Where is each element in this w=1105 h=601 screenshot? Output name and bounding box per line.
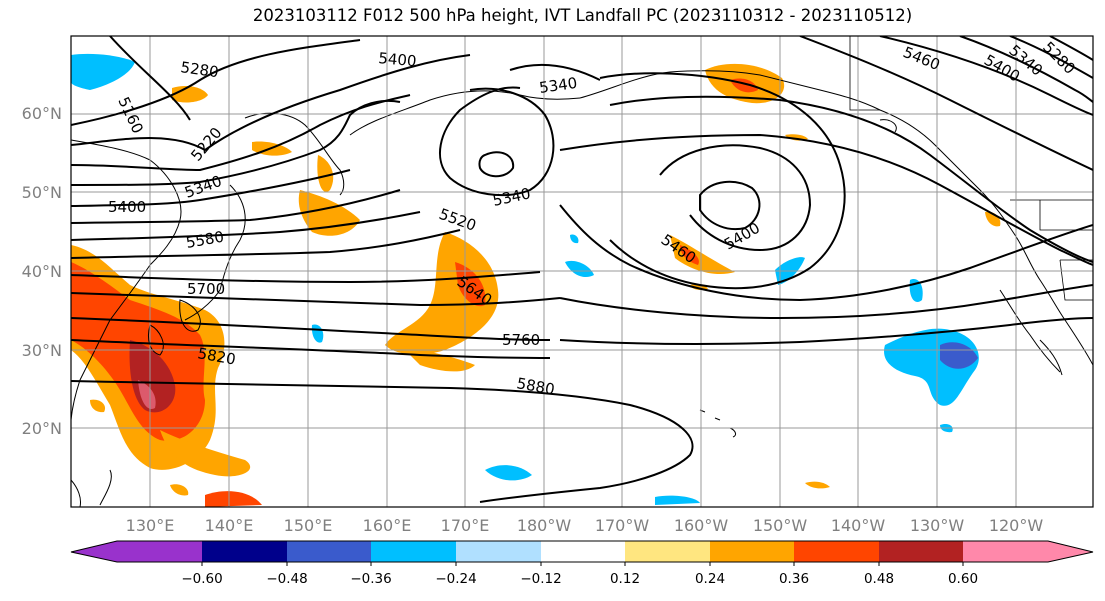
colorbar-tick-label: −0.24 — [435, 571, 476, 587]
lon-label-120w: 120°W — [989, 516, 1044, 535]
ivt-negative-shading — [71, 53, 979, 505]
colorbar-segment — [794, 541, 879, 562]
lat-label-40n: 40°N — [22, 262, 62, 281]
colorbar-tick-label: −0.48 — [266, 571, 307, 587]
height-contours — [71, 36, 1093, 503]
colorbar-segment — [456, 541, 541, 562]
contour-label: 5400 — [378, 49, 418, 70]
contour-label: 5340 — [538, 74, 578, 97]
lat-label-60n: 60°N — [22, 104, 62, 123]
colorbar-segment — [371, 541, 456, 562]
colorbar-tick-label: 0.48 — [864, 571, 894, 587]
colorbar-segment — [202, 541, 287, 562]
map-frame — [70, 35, 1094, 508]
colorbar: −0.60 −0.48 −0.36 −0.24 −0.12 0.12 0.24 … — [70, 540, 1094, 587]
colorbar-tick-label: 0.60 — [948, 571, 978, 587]
lon-label-130e: 130°E — [126, 516, 175, 535]
longitude-axis-labels: 130°E 140°E 150°E 160°E 170°E 180°W 170°… — [126, 516, 1044, 535]
latitude-axis-labels: 60°N 50°N 40°N 30°N 20°N — [22, 104, 62, 438]
contour-label: 5760 — [502, 331, 540, 349]
map-title: 2023103112 F012 500 hPa height, IVT Land… — [252, 6, 913, 25]
gridlines — [71, 36, 1093, 507]
lon-label-160e: 160°E — [363, 516, 412, 535]
colorbar-segment — [71, 541, 117, 562]
lat-label-30n: 30°N — [22, 341, 62, 360]
colorbar-tick-label: −0.60 — [181, 571, 222, 587]
colorbar-segment — [117, 541, 202, 562]
lon-label-170w: 170°W — [595, 516, 650, 535]
colorbar-segment — [541, 541, 625, 562]
colorbar-tick-label: −0.12 — [520, 571, 561, 587]
colorbar-segment — [625, 541, 710, 562]
lon-label-180w: 180°W — [517, 516, 572, 535]
lon-label-140e: 140°E — [205, 516, 254, 535]
lat-label-50n: 50°N — [22, 183, 62, 202]
colorbar-segment — [710, 541, 794, 562]
contour-label: 5400 — [108, 198, 146, 216]
colorbar-segment — [963, 541, 1048, 562]
lon-label-150e: 150°E — [284, 516, 333, 535]
colorbar-outline — [70, 540, 1094, 563]
colorbar-segment — [1048, 541, 1093, 562]
lon-label-140w: 140°W — [831, 516, 886, 535]
contour-label: 5700 — [187, 280, 225, 298]
lon-label-160w: 160°W — [674, 516, 729, 535]
lon-label-170e: 170°E — [441, 516, 490, 535]
lon-label-150w: 150°W — [753, 516, 808, 535]
lat-label-20n: 20°N — [22, 419, 62, 438]
colorbar-tick-label: 0.24 — [695, 571, 725, 587]
colorbar-tick-label: 0.12 — [610, 571, 640, 587]
colorbar-tick-label: −0.36 — [350, 571, 391, 587]
colorbar-segment — [287, 541, 371, 562]
colorbar-segment — [879, 541, 963, 562]
lon-label-130w: 130°W — [910, 516, 965, 535]
colorbar-tick-label: 0.36 — [779, 571, 809, 587]
contour-label: 5280 — [179, 58, 219, 81]
